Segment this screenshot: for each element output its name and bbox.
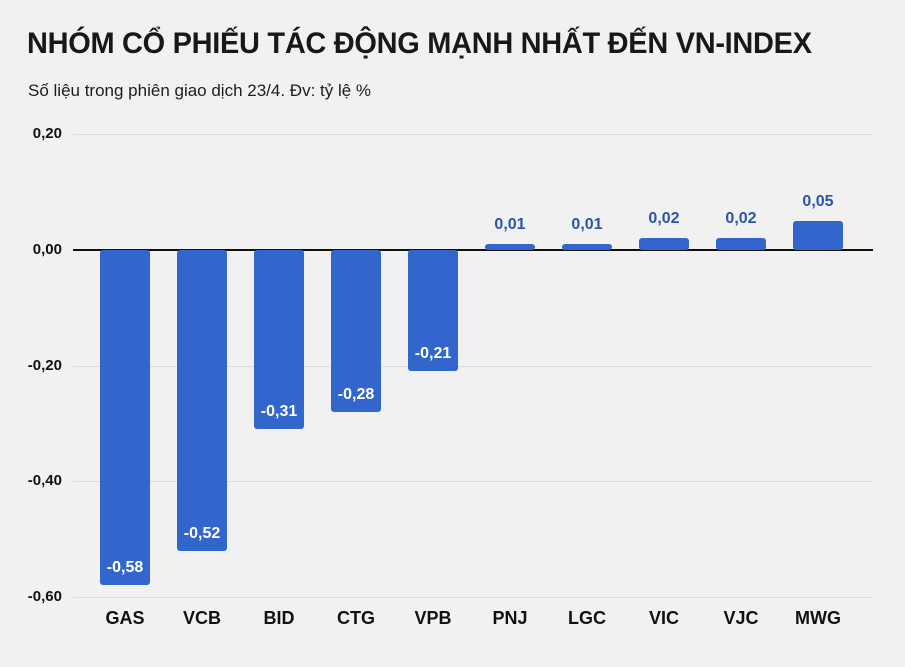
y-axis-tick-label: 0,20 bbox=[32, 125, 62, 142]
bar-lgc[interactable] bbox=[562, 243, 612, 250]
x-axis-tick-label-bid: BID bbox=[263, 608, 295, 628]
bar-value-label-vjc: 0,02 bbox=[725, 210, 757, 228]
bar-value-label-vpb: -0,21 bbox=[414, 345, 452, 363]
bar-mwg[interactable] bbox=[793, 220, 843, 250]
x-axis-tick-label-ctg: CTG bbox=[337, 608, 375, 628]
gridline bbox=[73, 597, 873, 598]
bar-vcb[interactable] bbox=[177, 249, 227, 551]
bar-value-label-lgc: 0,01 bbox=[571, 215, 603, 233]
y-axis-tick-label: -0,20 bbox=[27, 356, 62, 374]
zero-axis-line bbox=[73, 248, 873, 251]
gridline bbox=[73, 365, 873, 367]
bar-vpb[interactable] bbox=[408, 249, 458, 372]
gridline bbox=[73, 481, 873, 483]
bar-value-label-vcb: -0,52 bbox=[183, 524, 221, 542]
x-axis-tick-label-gas: GAS bbox=[105, 608, 145, 628]
bar-value-label-pnj: 0,01 bbox=[494, 215, 526, 233]
bar-value-label-vic: 0,02 bbox=[648, 210, 680, 228]
x-axis-tick-label-vpb: VPB bbox=[414, 608, 452, 628]
chart-title: NHÓM CỔ PHIẾU TÁC ĐỘNG MẠNH NHẤT ĐẾN VN-… bbox=[27, 27, 812, 60]
bar-vic[interactable] bbox=[639, 238, 689, 250]
x-axis-tick-label-vic: VIC bbox=[648, 608, 679, 628]
bar-value-label-ctg: -0,28 bbox=[337, 385, 375, 403]
y-axis-tick-label: -0,40 bbox=[27, 472, 62, 490]
x-axis-tick-label-lgc: LGC bbox=[568, 608, 606, 628]
y-axis-tick-label: 0,00 bbox=[32, 240, 62, 258]
bar-value-label-gas: -0,58 bbox=[106, 559, 144, 577]
bar-vjc[interactable] bbox=[716, 238, 766, 250]
x-axis-tick-label-vcb: VCB bbox=[182, 608, 221, 628]
bar-ctg[interactable] bbox=[331, 249, 381, 412]
x-axis-tick-label-vjc: VJC bbox=[723, 608, 759, 628]
bar-pnj[interactable] bbox=[485, 243, 535, 250]
chart-subtitle: Số liệu trong phiên giao dịch 23/4. Đv: … bbox=[28, 81, 372, 100]
x-axis-tick-label-mwg: MWG bbox=[795, 608, 841, 628]
x-axis-tick-label-pnj: PNJ bbox=[492, 608, 528, 628]
y-axis-tick-label: -0,60 bbox=[27, 588, 62, 605]
bar-bid[interactable] bbox=[254, 249, 304, 430]
bar-value-label-bid: -0,31 bbox=[260, 403, 298, 421]
bar-gas[interactable] bbox=[100, 249, 150, 586]
bar-value-label-mwg: 0,05 bbox=[802, 192, 834, 210]
gridline bbox=[73, 134, 873, 135]
